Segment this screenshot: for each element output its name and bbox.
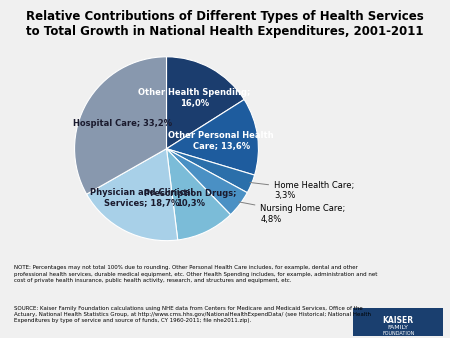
Wedge shape bbox=[166, 99, 258, 175]
Text: Other Health Spending;
16,0%: Other Health Spending; 16,0% bbox=[138, 88, 251, 108]
Wedge shape bbox=[86, 149, 178, 241]
Text: Hospital Care; 33,2%: Hospital Care; 33,2% bbox=[73, 119, 172, 128]
Text: Relative Contributions of Different Types of Health Services
to Total Growth in : Relative Contributions of Different Type… bbox=[26, 10, 424, 38]
Wedge shape bbox=[75, 57, 166, 194]
Text: NOTE: Percentages may not total 100% due to rounding. Other Personal Health Care: NOTE: Percentages may not total 100% due… bbox=[14, 265, 377, 283]
Text: Physician and Clinical
Services; 18,7%: Physician and Clinical Services; 18,7% bbox=[90, 188, 194, 208]
Wedge shape bbox=[166, 149, 230, 240]
Text: SOURCE: Kaiser Family Foundation calculations using NHE data from Centers for Me: SOURCE: Kaiser Family Foundation calcula… bbox=[14, 306, 370, 323]
Text: Prescription Drugs;
10,3%: Prescription Drugs; 10,3% bbox=[144, 189, 237, 208]
Text: Home Health Care;
3,3%: Home Health Care; 3,3% bbox=[250, 180, 354, 200]
Wedge shape bbox=[166, 57, 244, 149]
Wedge shape bbox=[166, 149, 255, 193]
Text: Other Personal Health
Care; 13,6%: Other Personal Health Care; 13,6% bbox=[168, 131, 274, 151]
Text: KAISER: KAISER bbox=[382, 316, 414, 325]
Wedge shape bbox=[166, 149, 247, 215]
Text: FOUNDATION: FOUNDATION bbox=[382, 331, 414, 336]
Text: FAMILY: FAMILY bbox=[388, 325, 409, 330]
Text: Nursing Home Care;
4,8%: Nursing Home Care; 4,8% bbox=[239, 202, 346, 224]
